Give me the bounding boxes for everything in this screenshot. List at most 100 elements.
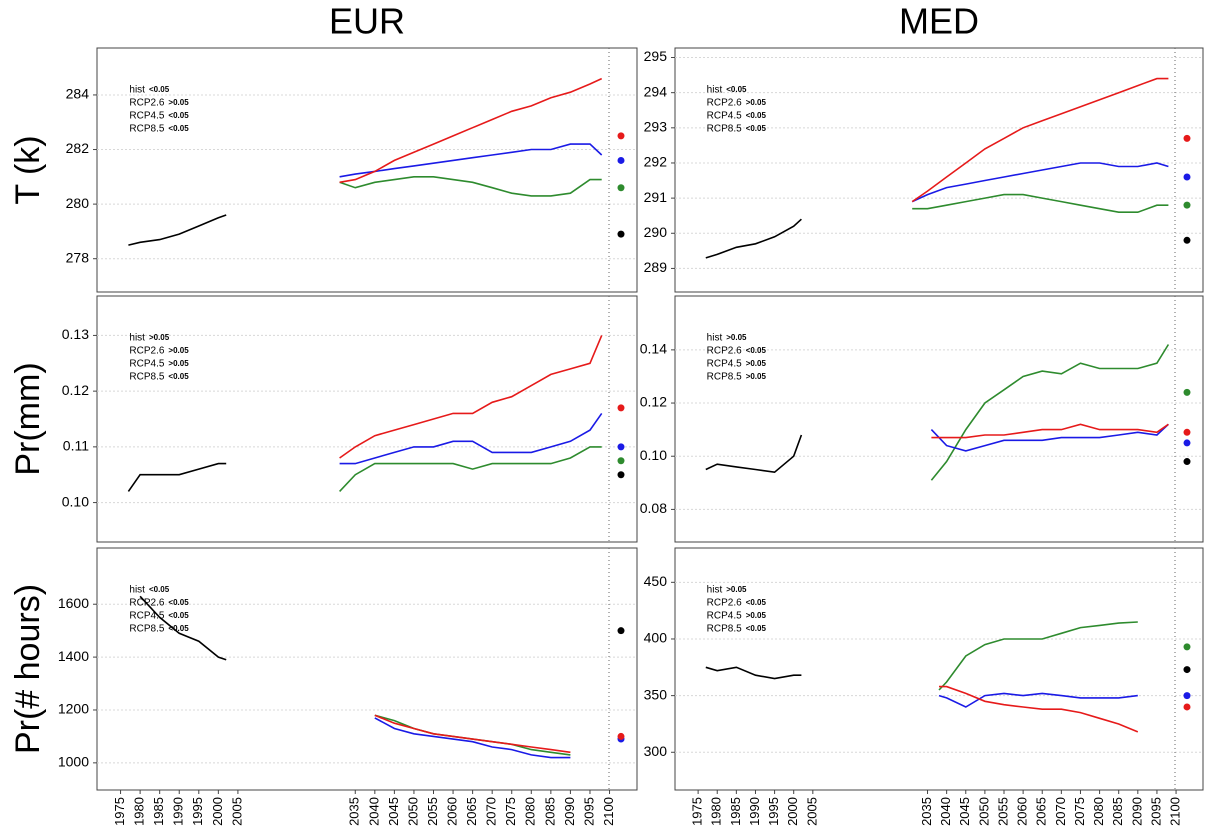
legend-label: hist (707, 85, 723, 96)
series-line (930, 344, 1170, 481)
y-tick-label: 292 (644, 154, 668, 170)
y-tick-label: 1600 (58, 595, 89, 611)
end-marker (1183, 692, 1191, 700)
end-marker (1183, 439, 1191, 447)
legend-p-value: >0.05 (149, 333, 170, 342)
end-marker (617, 471, 625, 479)
x-tick-label: 1975 (690, 797, 705, 826)
y-tick-label: 400 (644, 630, 668, 646)
column-title: EUR (329, 1, 405, 42)
y-tick-label: 278 (66, 249, 90, 265)
end-marker (1183, 428, 1191, 436)
legend-label: RCP4.5 (129, 111, 164, 122)
legend-p-value: <0.05 (168, 598, 189, 607)
x-tick-label: 2075 (1072, 797, 1087, 826)
legend-label: RCP4.5 (707, 111, 742, 122)
series-line (931, 423, 1169, 439)
legend-p-value: >0.05 (746, 372, 767, 381)
legend-label: RCP2.6 (707, 346, 742, 357)
end-marker (1183, 134, 1191, 142)
y-tick-label: 0.10 (62, 493, 89, 509)
y-tick-label: 0.12 (640, 394, 667, 410)
series-line (911, 77, 1169, 203)
series-line (339, 446, 602, 492)
series-line (127, 462, 227, 492)
x-tick-label: 1985 (728, 797, 743, 826)
legend-p-value: >0.05 (168, 98, 189, 107)
legend-p-value: <0.05 (746, 624, 767, 633)
panel-frame (674, 295, 1204, 543)
end-marker (617, 132, 625, 140)
y-tick-label: 282 (66, 140, 90, 156)
panel-frame (96, 295, 638, 543)
y-tick-label: 294 (644, 83, 668, 99)
x-tick-label: 2080 (1091, 797, 1106, 826)
x-tick-label: 2055 (995, 797, 1010, 826)
legend-p-value: >0.05 (746, 611, 767, 620)
end-marker (617, 732, 625, 740)
x-tick-label: 2005 (229, 797, 244, 826)
legend-p-value: <0.05 (168, 124, 189, 133)
legend-label: RCP8.5 (707, 624, 742, 635)
y-tick-label: 300 (644, 743, 668, 759)
x-tick-label: 2050 (976, 797, 991, 826)
legend-label: RCP4.5 (129, 611, 164, 622)
y-tick-label: 284 (66, 86, 90, 102)
end-marker (1183, 201, 1191, 209)
series-line (912, 193, 1169, 213)
y-tick-label: 293 (644, 119, 668, 135)
y-tick-label: 289 (644, 259, 668, 275)
legend-label: RCP8.5 (129, 624, 164, 635)
x-tick-label: 2000 (785, 797, 800, 826)
legend-label: RCP2.6 (129, 346, 164, 357)
series-line (374, 714, 571, 754)
series-line (339, 335, 603, 459)
legend-p-value: <0.05 (746, 124, 767, 133)
x-tick-label: 2080 (523, 797, 538, 826)
legend-p-value: >0.05 (168, 346, 189, 355)
y-tick-label: 280 (66, 195, 90, 211)
x-tick-label: 2000 (210, 797, 225, 826)
legend-p-value: <0.05 (746, 111, 767, 120)
end-marker (617, 404, 625, 412)
y-tick-label: 350 (644, 686, 668, 702)
panel-frame (96, 547, 638, 791)
end-marker (1183, 666, 1191, 674)
series-line (705, 434, 803, 474)
legend-label: hist (129, 585, 145, 596)
y-tick-label: 450 (644, 573, 668, 589)
x-tick-label: 2065 (1034, 797, 1049, 826)
y-tick-label: 0.14 (640, 341, 667, 357)
legend-p-value: <0.05 (746, 598, 767, 607)
series-line (705, 666, 802, 680)
end-marker (1183, 703, 1191, 711)
series-line (374, 717, 571, 759)
end-marker (1183, 173, 1191, 181)
x-tick-label: 2055 (425, 797, 440, 826)
end-marker (617, 443, 625, 451)
x-tick-label: 1990 (747, 797, 762, 826)
legend-label: RCP4.5 (129, 359, 164, 370)
series-line (930, 423, 1169, 452)
x-tick-label: 2065 (464, 797, 479, 826)
legend-label: RCP8.5 (129, 124, 164, 135)
y-tick-label: 0.08 (640, 500, 667, 516)
row-label: T (k) (9, 135, 47, 204)
x-tick-label: 2075 (503, 797, 518, 826)
series-line (938, 692, 1138, 708)
panel-frame (674, 47, 1204, 293)
legend-p-value: >0.05 (746, 98, 767, 107)
legend-p-value: <0.05 (726, 85, 747, 94)
x-tick-label: 1980 (709, 797, 724, 826)
y-tick-label: 0.11 (63, 438, 89, 454)
legend-label: RCP4.5 (707, 359, 742, 370)
x-tick-label: 1975 (112, 797, 127, 826)
y-tick-label: 291 (644, 189, 668, 205)
row-label: Pr(# hours) (9, 584, 47, 754)
legend-label: RCP2.6 (707, 598, 742, 609)
end-marker (1183, 458, 1191, 466)
x-tick-label: 1995 (766, 797, 781, 826)
panel-frame (96, 47, 638, 293)
x-tick-label: 2035 (347, 797, 362, 826)
y-tick-label: 0.13 (62, 326, 89, 342)
